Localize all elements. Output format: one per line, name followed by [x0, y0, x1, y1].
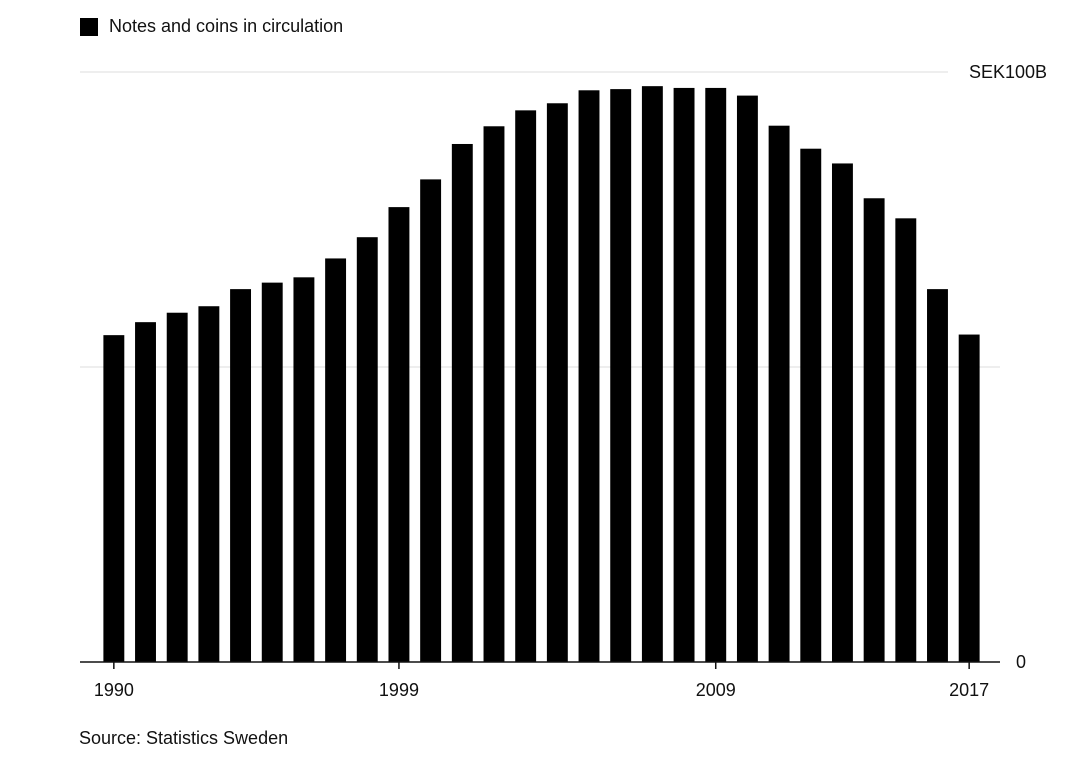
- bar-1994: [230, 289, 252, 662]
- bar-1995: [261, 282, 283, 662]
- y-tick-labels: 0 SEK100B: [969, 62, 1047, 672]
- bar-1993: [198, 306, 220, 662]
- bar-2004: [546, 103, 568, 662]
- bar-1996: [293, 277, 315, 662]
- bar-2017: [958, 334, 980, 662]
- bar-1997: [325, 258, 347, 662]
- bar-2012: [800, 148, 822, 662]
- bar-2007: [641, 86, 663, 662]
- x-tick-label-2017: 2017: [949, 680, 989, 700]
- bar-1990: [103, 335, 125, 662]
- bar-2001: [451, 143, 473, 663]
- y-tick-label-0: 0: [1016, 652, 1026, 672]
- legend-swatch: [80, 17, 98, 36]
- x-tick-label-2009: 2009: [696, 680, 736, 700]
- bar-2011: [768, 125, 790, 662]
- bar-2002: [483, 126, 505, 662]
- bar-2003: [515, 110, 537, 663]
- bar-2006: [610, 89, 632, 663]
- bar-2016: [927, 289, 948, 662]
- bar-2009: [705, 87, 727, 663]
- bar-2010: [736, 95, 758, 663]
- bar-2014: [863, 198, 885, 662]
- source-note: Source: Statistics Sweden: [79, 728, 289, 748]
- bar-1999: [388, 207, 410, 663]
- x-tick-label-1990: 1990: [94, 680, 134, 700]
- bar-2008: [673, 87, 695, 663]
- bar-1998: [356, 237, 378, 662]
- legend: Notes and coins in circulation: [80, 16, 343, 37]
- bar-2013: [831, 163, 853, 662]
- bar-1991: [135, 322, 156, 662]
- bar-2005: [578, 90, 600, 663]
- bars: [103, 86, 980, 663]
- legend-label: Notes and coins in circulation: [109, 16, 344, 36]
- y-tick-label-100: SEK100B: [969, 62, 1047, 82]
- bar-2000: [420, 179, 442, 662]
- bar-1992: [166, 312, 188, 662]
- x-tick-label-1999: 1999: [379, 680, 419, 700]
- x-ticks: 1990 1999 2009 2017: [94, 662, 989, 700]
- bar-2015: [895, 218, 917, 662]
